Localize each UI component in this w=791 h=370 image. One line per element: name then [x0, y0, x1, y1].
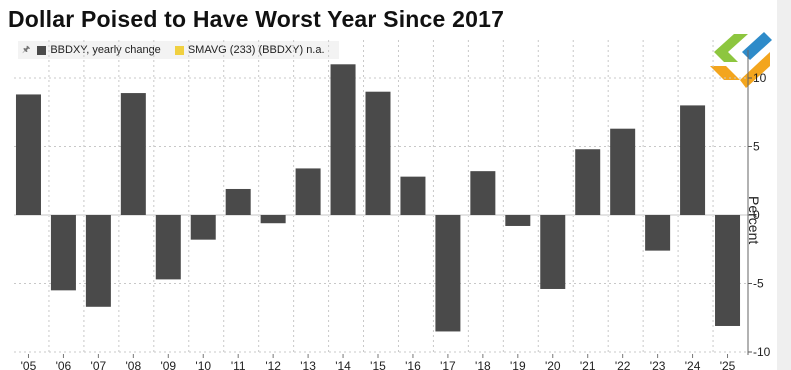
x-tick-label: '18: [475, 359, 491, 370]
pin-icon: 🖈: [22, 44, 31, 54]
bar-y11: [225, 188, 251, 215]
x-tick-label: '13: [300, 359, 316, 370]
legend-label-bbdxy: BBDXY, yearly change: [50, 44, 161, 56]
y-tick-label: 10: [753, 71, 767, 85]
bar-y10: [190, 215, 216, 240]
bar-y14: [330, 64, 356, 215]
bar-y05: [15, 94, 41, 215]
bar-y09: [155, 215, 181, 280]
x-tick-label: '09: [160, 359, 176, 370]
x-tick-label: '16: [405, 359, 421, 370]
right-border-strip: [777, 0, 791, 370]
bar-y15: [365, 91, 391, 215]
bar-y17: [435, 215, 461, 332]
legend-swatch-smavg: [174, 45, 184, 55]
x-tick-label: '06: [56, 359, 72, 370]
bar-y12: [260, 215, 286, 224]
x-tick-label: '07: [91, 359, 107, 370]
bar-y13: [295, 168, 321, 215]
x-tick-label: '08: [126, 359, 142, 370]
bar-y18: [470, 171, 496, 215]
x-tick-label: '17: [440, 359, 456, 370]
x-tick-label: '15: [370, 359, 386, 370]
y-tick-label: -5: [753, 277, 764, 291]
bar-y25: [715, 215, 741, 326]
x-tick-label: '22: [615, 359, 631, 370]
x-tick-label: '14: [335, 359, 351, 370]
x-tick-label: '23: [650, 359, 666, 370]
bar-y23: [645, 215, 671, 251]
bar-y19: [505, 215, 531, 226]
y-tick-label: -10: [753, 345, 771, 359]
bar-y07: [85, 215, 111, 307]
y-axis-label: Percent: [746, 196, 762, 245]
x-tick-label: '19: [510, 359, 526, 370]
x-tick-label: '11: [231, 359, 246, 370]
y-tick-label: 5: [753, 140, 760, 154]
y-tick-label: 0: [753, 208, 760, 222]
bar-y06: [50, 215, 76, 291]
x-tick-label: '25: [720, 359, 736, 370]
x-tick-label: '05: [21, 359, 37, 370]
bar-y21: [575, 149, 601, 215]
x-tick-label: '20: [545, 359, 561, 370]
bar-y08: [120, 93, 146, 215]
x-tick-label: '21: [580, 359, 596, 370]
legend-item-smavg: SMAVG (233) (BBDXY) n.a.: [174, 44, 325, 56]
legend-item-bbdxy: BBDXY, yearly change: [37, 44, 161, 56]
x-tick-label: '12: [265, 359, 281, 370]
bar-y22: [610, 128, 636, 215]
chart-title: Dollar Poised to Have Worst Year Since 2…: [8, 6, 505, 32]
bar-y20: [540, 215, 566, 289]
legend-swatch-bbdxy: [37, 45, 47, 55]
legend-label-smavg: SMAVG (233) (BBDXY) n.a.: [187, 44, 325, 56]
bar-y16: [400, 176, 426, 215]
x-tick-label: '10: [195, 359, 211, 370]
x-tick-label: '24: [685, 359, 701, 370]
bar-y24: [680, 105, 706, 215]
